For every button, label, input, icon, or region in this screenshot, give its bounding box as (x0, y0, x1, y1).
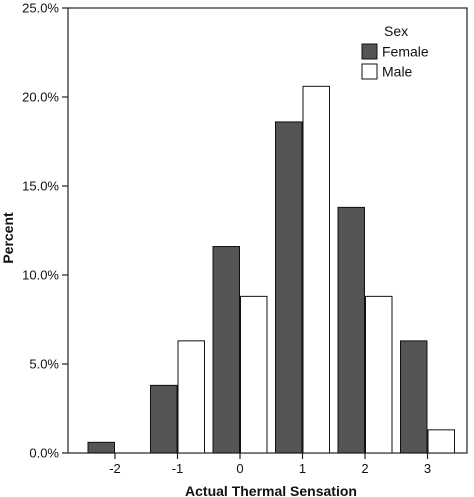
legend-items: Female Male (361, 43, 429, 80)
legend-title: Sex (384, 23, 408, 39)
bar-male-0 (240, 295, 268, 454)
bar-female-0 (212, 246, 240, 454)
y-axis: 0.0% 5.0% 10.0% 15.0% 20.0% 25.0% (22, 1, 68, 461)
x-tick-label: -1 (172, 461, 184, 476)
legend: Sex Female Male (361, 23, 429, 80)
y-tick-label: 25.0% (22, 1, 59, 16)
bar-male-3 (427, 429, 455, 454)
bar-female--2 (87, 441, 115, 454)
legend-swatch-male (361, 63, 378, 80)
y-tick-label: 5.0% (29, 357, 59, 372)
x-axis-title: Actual Thermal Sensation (185, 483, 357, 497)
x-tick-label: 1 (299, 461, 306, 476)
x-tick-label: 3 (424, 461, 431, 476)
y-tick-label: 15.0% (22, 179, 59, 194)
x-tick-label: 0 (236, 461, 243, 476)
x-tick-label: -2 (109, 461, 121, 476)
bar-female-2 (337, 206, 365, 454)
bar-male--1 (177, 340, 205, 454)
x-tick-label: 2 (361, 461, 368, 476)
legend-label-male: Male (382, 64, 413, 80)
y-tick-label: 0.0% (29, 446, 59, 461)
x-axis: -2 -1 0 1 2 3 (109, 453, 431, 476)
bar-male-1 (302, 85, 330, 454)
bar-female-3 (400, 340, 428, 454)
bar-male-2 (365, 295, 393, 454)
y-axis-title: Percent (0, 212, 16, 264)
bar-female-1 (275, 121, 303, 454)
bars (87, 85, 455, 454)
y-tick-label: 20.0% (22, 90, 59, 105)
y-tick-label: 10.0% (22, 268, 59, 283)
legend-label-female: Female (382, 44, 429, 60)
bar-female--1 (150, 384, 178, 454)
legend-swatch-female (361, 43, 378, 60)
